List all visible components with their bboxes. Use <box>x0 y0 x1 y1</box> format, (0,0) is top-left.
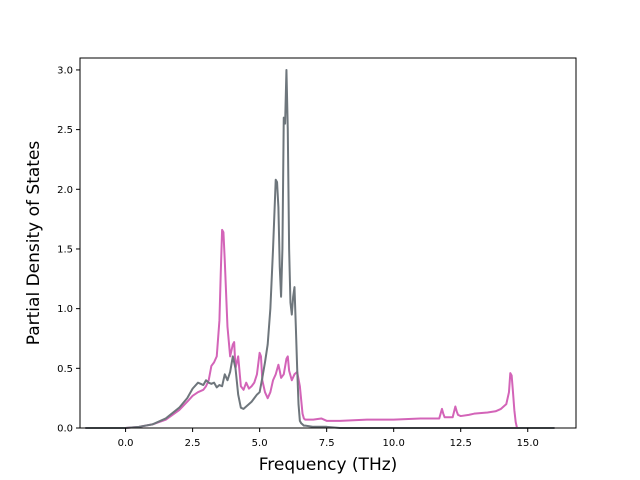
x-tick-label: 7.5 <box>319 438 335 449</box>
y-axis-title: Partial Density of States <box>24 141 44 346</box>
x-tick-label: 2.5 <box>185 438 201 449</box>
y-tick-label: 3.0 <box>57 65 73 76</box>
plot-frame <box>79 57 577 429</box>
x-tick-label: 15.0 <box>517 438 539 449</box>
y-tick-label: 0.5 <box>57 364 73 375</box>
x-axis-title: Frequency (THz) <box>259 455 398 475</box>
y-axis: 0.0 0.5 1.0 1.5 2.0 2.5 3.0 <box>57 65 80 435</box>
x-tick-label: 5.0 <box>252 438 268 449</box>
series-layer <box>85 68 555 429</box>
series-line-1 <box>85 228 555 429</box>
x-axis: 0.0 2.5 5.0 7.5 10.0 12.5 15.0 <box>118 428 539 449</box>
x-tick-label: 0.0 <box>118 438 134 449</box>
y-tick-label: 2.0 <box>57 185 73 196</box>
x-tick-label: 10.0 <box>383 438 405 449</box>
y-tick-label: 1.5 <box>57 244 73 255</box>
y-tick-label: 1.0 <box>57 304 73 315</box>
y-tick-label: 0.0 <box>57 424 73 435</box>
y-tick-label: 2.5 <box>57 125 73 136</box>
series-line-2 <box>85 68 555 429</box>
x-tick-label: 12.5 <box>450 438 472 449</box>
